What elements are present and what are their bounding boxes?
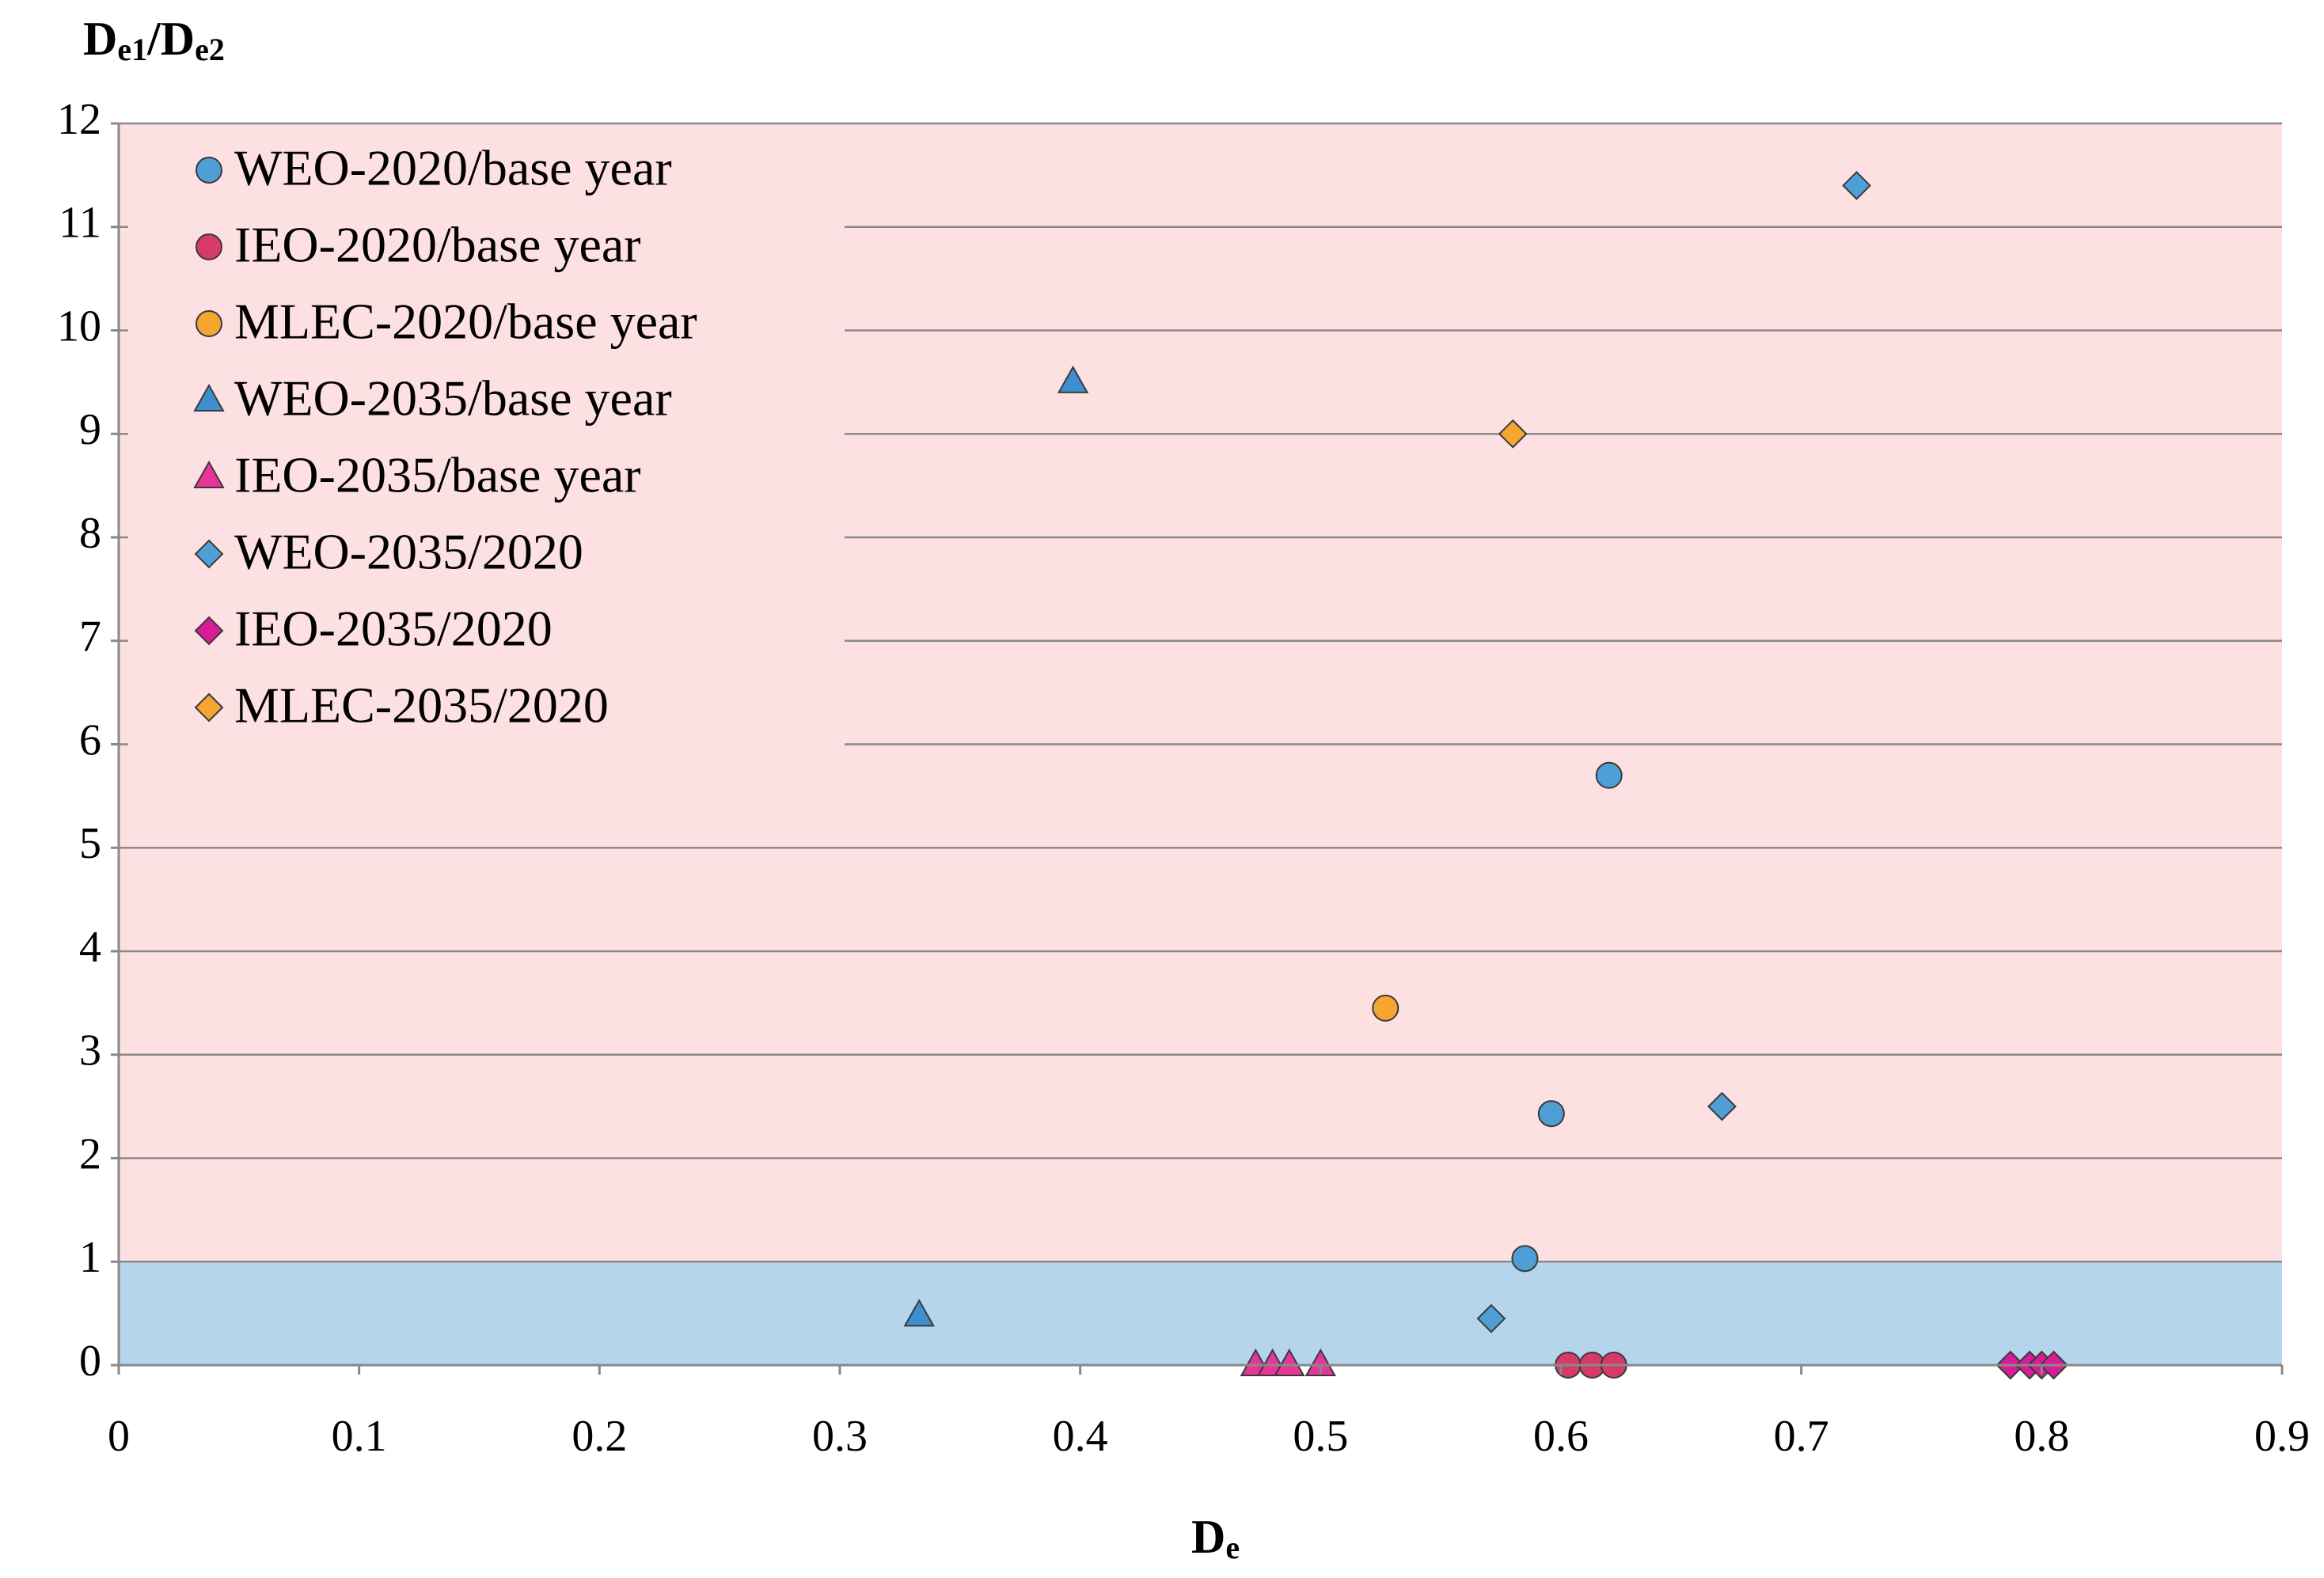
legend-label: WEO-2020/base year xyxy=(234,140,672,196)
marker-triangle xyxy=(1057,365,1089,393)
x-title-part: e xyxy=(1225,1530,1240,1565)
legend-marker xyxy=(194,692,224,723)
marker-diamond xyxy=(1476,1303,1506,1333)
x-tick-label: 0.8 xyxy=(2014,1412,2069,1461)
legend-marker xyxy=(196,310,222,337)
y-tick-label: 1 xyxy=(79,1233,101,1282)
y-tick-label: 8 xyxy=(79,509,101,558)
legend-label: WEO-2035/base year xyxy=(234,370,672,427)
y-title-part: D xyxy=(83,13,117,65)
legend-marker xyxy=(194,539,224,569)
y-tick-label: 3 xyxy=(79,1026,101,1075)
y-tick-label: 2 xyxy=(79,1129,101,1178)
marker-triangle xyxy=(1274,1348,1305,1376)
y-tick-label: 0 xyxy=(79,1337,101,1386)
marker-circle xyxy=(1595,761,1623,789)
y-title-part: e1 xyxy=(117,32,147,67)
y-title-part: /D xyxy=(146,13,195,65)
marker-diamond xyxy=(1707,1091,1737,1121)
legend-marker xyxy=(196,233,222,260)
marker-triangle xyxy=(903,1299,935,1327)
y-tick-label: 12 xyxy=(57,95,101,144)
legend-marker xyxy=(193,383,225,412)
x-tick-label: 0.4 xyxy=(1053,1412,1108,1461)
legend-marker xyxy=(194,616,224,646)
y-tick-label: 10 xyxy=(57,302,101,351)
legend: WEO-2020/base year IEO-2020/base year MLEC… xyxy=(128,140,845,766)
y-tick-label: 4 xyxy=(79,923,101,972)
marker-circle xyxy=(1511,1245,1539,1273)
x-tick-label: 0.1 xyxy=(332,1412,387,1461)
grid xyxy=(119,122,2282,1367)
x-axis-title: De xyxy=(1191,1511,1240,1565)
marker-diamond xyxy=(1842,171,1871,200)
y-tick-label: 9 xyxy=(79,405,101,454)
y-tick-label: 11 xyxy=(59,199,101,248)
legend-marker xyxy=(193,460,225,488)
legend-label: MLEC-2020/base year xyxy=(234,294,697,350)
y-tick-label: 6 xyxy=(79,715,101,764)
x-tick-label: 0.3 xyxy=(812,1412,868,1461)
marker-circle xyxy=(1372,994,1399,1022)
y-title-part: e2 xyxy=(195,32,225,67)
x-tick-label: 0.2 xyxy=(572,1412,627,1461)
y-tick-label: 7 xyxy=(79,613,101,662)
x-tick-label: 0.7 xyxy=(1774,1412,1829,1461)
y-axis-title: De1/De2 xyxy=(83,13,225,67)
x-tick-label: 0 xyxy=(108,1412,130,1461)
region xyxy=(119,1261,2282,1365)
legend-label: WEO-2035/2020 xyxy=(234,524,583,580)
x-tick-label: 0.6 xyxy=(1533,1412,1589,1461)
legend-label: IEO-2035/base year xyxy=(234,447,641,503)
x-title-part: D xyxy=(1191,1511,1225,1563)
marker-triangle xyxy=(1304,1348,1337,1376)
marker-diamond xyxy=(1498,419,1528,449)
legend-label: IEO-2020/base year xyxy=(234,217,641,273)
legend-marker xyxy=(196,157,222,184)
x-tick-label: 0.9 xyxy=(2254,1412,2310,1461)
x-tick-label: 0.5 xyxy=(1293,1412,1348,1461)
legend-box xyxy=(128,141,845,766)
legend-label: IEO-2035/2020 xyxy=(234,601,553,657)
marks xyxy=(903,171,2068,1380)
legend-label: MLEC-2035/2020 xyxy=(234,677,609,734)
y-tick-label: 5 xyxy=(79,819,101,868)
marker-circle xyxy=(1537,1100,1565,1128)
